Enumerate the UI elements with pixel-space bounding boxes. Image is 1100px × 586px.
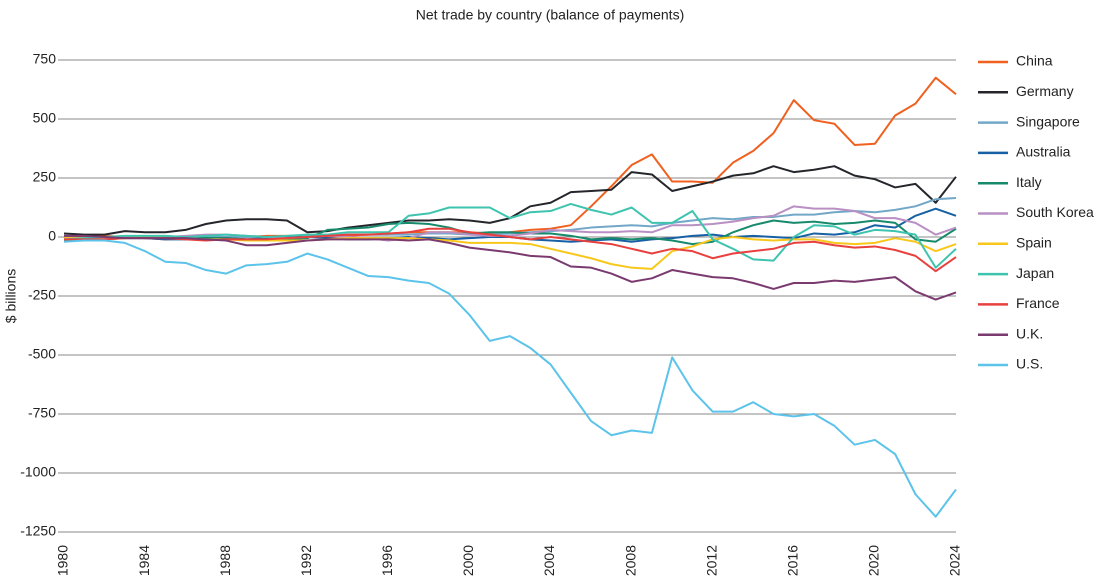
legend-label: Germany [1016, 83, 1074, 99]
legend-label: Italy [1016, 174, 1042, 190]
y-tick-label: -500 [28, 346, 56, 362]
legend-label: France [1016, 295, 1060, 311]
y-axis-label: $ billions [3, 269, 19, 323]
y-tick-label: -750 [28, 405, 56, 421]
line-series [64, 234, 957, 301]
legend-item: France [978, 295, 1060, 311]
y-tick-label: -1000 [20, 464, 56, 480]
line-series [64, 219, 957, 246]
legend-label: Spain [1016, 235, 1052, 251]
legend-item: U.K. [978, 325, 1043, 341]
legend-item: Italy [978, 174, 1042, 190]
y-tick-label: 250 [33, 169, 57, 185]
legend-label: Singapore [1016, 113, 1080, 129]
legend-item: U.S. [978, 356, 1043, 372]
legend-item: Japan [978, 265, 1054, 281]
x-tick-label: 2012 [703, 545, 719, 576]
legend-item: Germany [978, 83, 1074, 99]
legend-label: China [1016, 53, 1053, 69]
x-tick-label: 2020 [866, 545, 882, 576]
x-tick-label: 2016 [785, 545, 801, 576]
chart-title: Net trade by country (balance of payment… [416, 7, 684, 23]
x-tick-label: 1992 [298, 545, 314, 576]
line-series [64, 197, 957, 240]
line-series [63, 202, 957, 269]
x-tick-label: 2004 [541, 545, 557, 576]
x-tick-label: 1988 [217, 545, 233, 576]
legend-item: Spain [978, 235, 1052, 251]
legend-item: Singapore [978, 113, 1080, 129]
y-tick-label: 0 [48, 228, 56, 244]
x-tick-label: 1996 [379, 545, 395, 576]
y-tick-label: -1250 [20, 523, 56, 539]
legend-item: Australia [978, 144, 1071, 160]
legend-label: Australia [1016, 144, 1071, 160]
x-tick-label: 1984 [136, 545, 152, 576]
y-tick-label: 500 [33, 110, 57, 126]
line-series [63, 239, 957, 518]
line-series [63, 76, 957, 241]
legend-label: U.S. [1016, 356, 1043, 372]
legend-item: China [978, 53, 1053, 69]
x-tick-label: 2000 [460, 545, 476, 576]
x-tick-label: 2024 [947, 545, 963, 576]
legend-label: South Korea [1016, 204, 1094, 220]
x-tick-label: 2008 [622, 545, 638, 576]
y-tick-label: -250 [28, 287, 56, 303]
legend-label: Japan [1016, 265, 1054, 281]
legend-item: South Korea [978, 204, 1094, 220]
legend-label: U.K. [1016, 325, 1043, 341]
x-tick-label: 1980 [55, 545, 71, 576]
y-tick-label: 750 [33, 51, 57, 67]
line-series [63, 165, 957, 236]
